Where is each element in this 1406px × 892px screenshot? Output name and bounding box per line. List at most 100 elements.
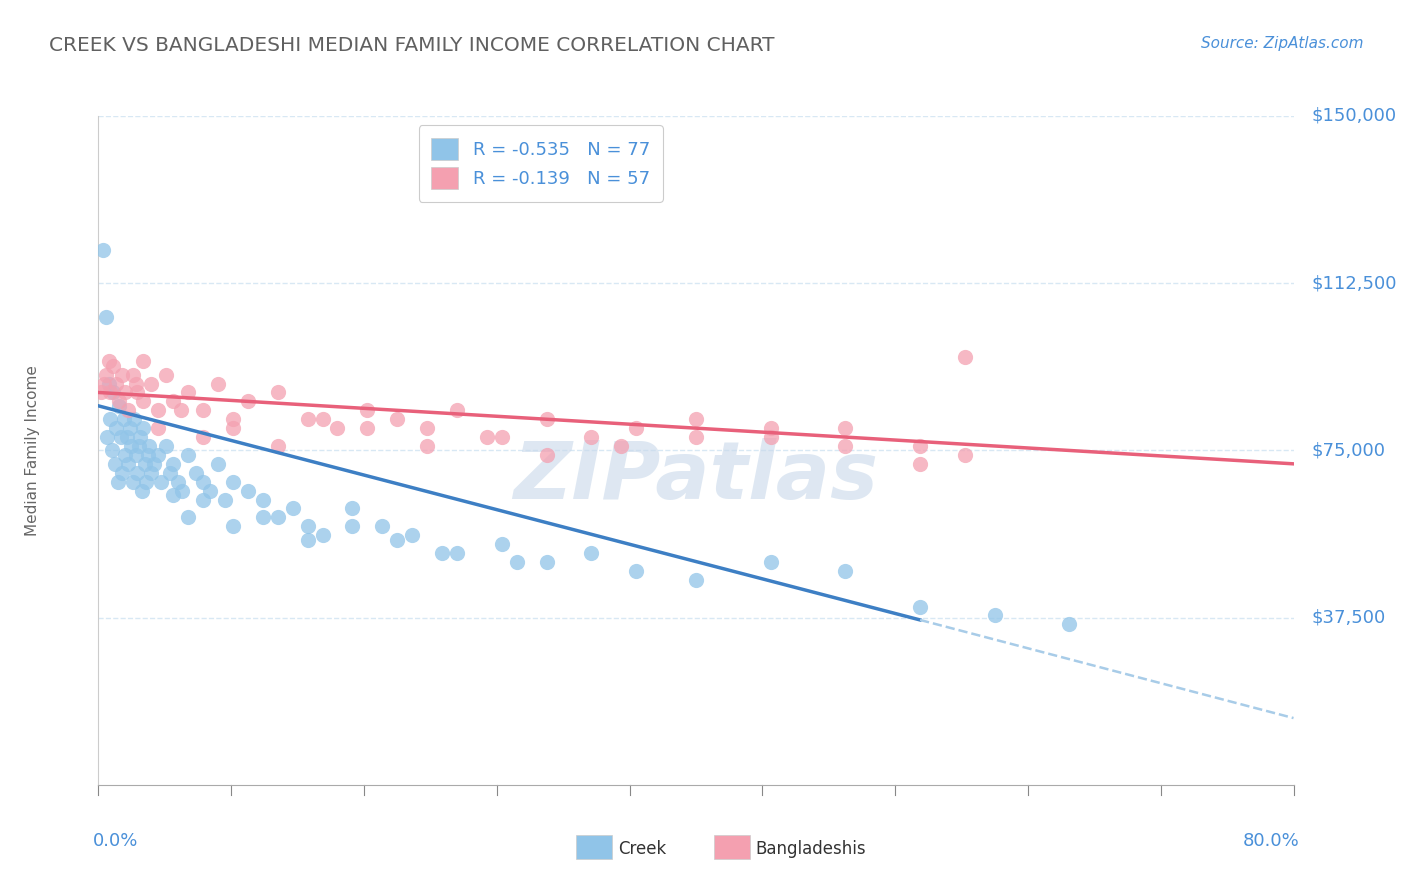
Point — [311, 528, 333, 542]
Point — [267, 510, 290, 524]
Point — [129, 430, 152, 444]
Point — [385, 533, 409, 547]
Text: Median Family Income: Median Family Income — [25, 365, 41, 536]
Point — [401, 528, 423, 542]
Point — [139, 466, 162, 480]
Point — [356, 403, 378, 417]
Point — [267, 385, 290, 400]
Point — [159, 466, 181, 480]
Point — [536, 448, 558, 462]
Point — [104, 457, 127, 471]
Point — [834, 421, 856, 435]
Point — [983, 608, 1005, 623]
Text: ZIPatlas: ZIPatlas — [513, 438, 879, 516]
Text: Creek: Creek — [619, 839, 666, 857]
Text: $150,000: $150,000 — [1312, 107, 1396, 125]
Point — [90, 385, 112, 400]
Point — [117, 403, 139, 417]
Point — [112, 412, 135, 426]
Point — [326, 421, 349, 435]
Point — [908, 599, 931, 614]
Point — [834, 439, 856, 453]
Point — [107, 475, 129, 489]
Point — [134, 457, 156, 471]
Point — [124, 412, 146, 426]
Legend: R = -0.535   N = 77, R = -0.139   N = 57: R = -0.535 N = 77, R = -0.139 N = 57 — [419, 125, 662, 202]
Point — [908, 439, 931, 453]
Point — [101, 443, 124, 458]
Point — [125, 448, 148, 462]
Point — [177, 448, 200, 462]
Point — [127, 385, 149, 400]
Point — [610, 439, 633, 453]
Point — [191, 492, 214, 507]
Point — [311, 412, 333, 426]
Point — [491, 430, 513, 444]
Text: $37,500: $37,500 — [1312, 608, 1386, 627]
Point — [142, 457, 165, 471]
Point — [148, 448, 170, 462]
Point — [150, 475, 173, 489]
FancyBboxPatch shape — [714, 835, 749, 858]
Point — [128, 439, 150, 453]
Point — [105, 421, 128, 435]
Point — [91, 243, 114, 257]
FancyBboxPatch shape — [576, 835, 613, 858]
Point — [759, 555, 782, 569]
Point — [94, 310, 117, 324]
Point — [624, 421, 647, 435]
Point — [177, 385, 200, 400]
Point — [96, 430, 118, 444]
Text: CREEK VS BANGLADESHI MEDIAN FAMILY INCOME CORRELATION CHART: CREEK VS BANGLADESHI MEDIAN FAMILY INCOM… — [49, 36, 775, 54]
Point — [297, 533, 319, 547]
Point — [118, 421, 141, 435]
Point — [236, 483, 259, 498]
Point — [685, 430, 707, 444]
Point — [148, 403, 170, 417]
Text: $75,000: $75,000 — [1312, 442, 1385, 459]
Point — [685, 412, 707, 426]
Point — [121, 368, 143, 382]
Point — [162, 394, 184, 409]
Point — [297, 412, 319, 426]
Point — [446, 546, 468, 560]
Point — [191, 430, 214, 444]
Point — [281, 501, 304, 516]
Point — [475, 430, 498, 444]
Point — [139, 376, 162, 391]
Point — [108, 394, 131, 409]
Point — [834, 564, 856, 578]
Point — [222, 412, 245, 426]
Point — [155, 368, 177, 382]
Point — [207, 457, 229, 471]
Point — [685, 573, 707, 587]
Point — [98, 385, 122, 400]
Point — [342, 501, 364, 516]
Point — [581, 546, 603, 560]
Point — [371, 519, 394, 533]
Point — [172, 483, 194, 498]
Text: Source: ZipAtlas.com: Source: ZipAtlas.com — [1201, 36, 1364, 51]
Point — [132, 421, 155, 435]
Point — [207, 376, 229, 391]
Text: 80.0%: 80.0% — [1243, 831, 1299, 850]
Point — [200, 483, 222, 498]
Point — [267, 439, 290, 453]
Point — [446, 403, 468, 417]
Point — [908, 457, 931, 471]
Point — [222, 519, 245, 533]
Point — [759, 421, 782, 435]
Point — [581, 430, 603, 444]
Point — [135, 475, 157, 489]
Point — [132, 394, 155, 409]
Point — [252, 510, 274, 524]
Point — [120, 439, 142, 453]
Point — [416, 421, 439, 435]
Point — [127, 466, 149, 480]
Point — [162, 488, 184, 502]
Text: 0.0%: 0.0% — [93, 831, 138, 850]
Point — [191, 475, 214, 489]
Point — [222, 475, 245, 489]
Point — [98, 412, 122, 426]
Point — [342, 519, 364, 533]
